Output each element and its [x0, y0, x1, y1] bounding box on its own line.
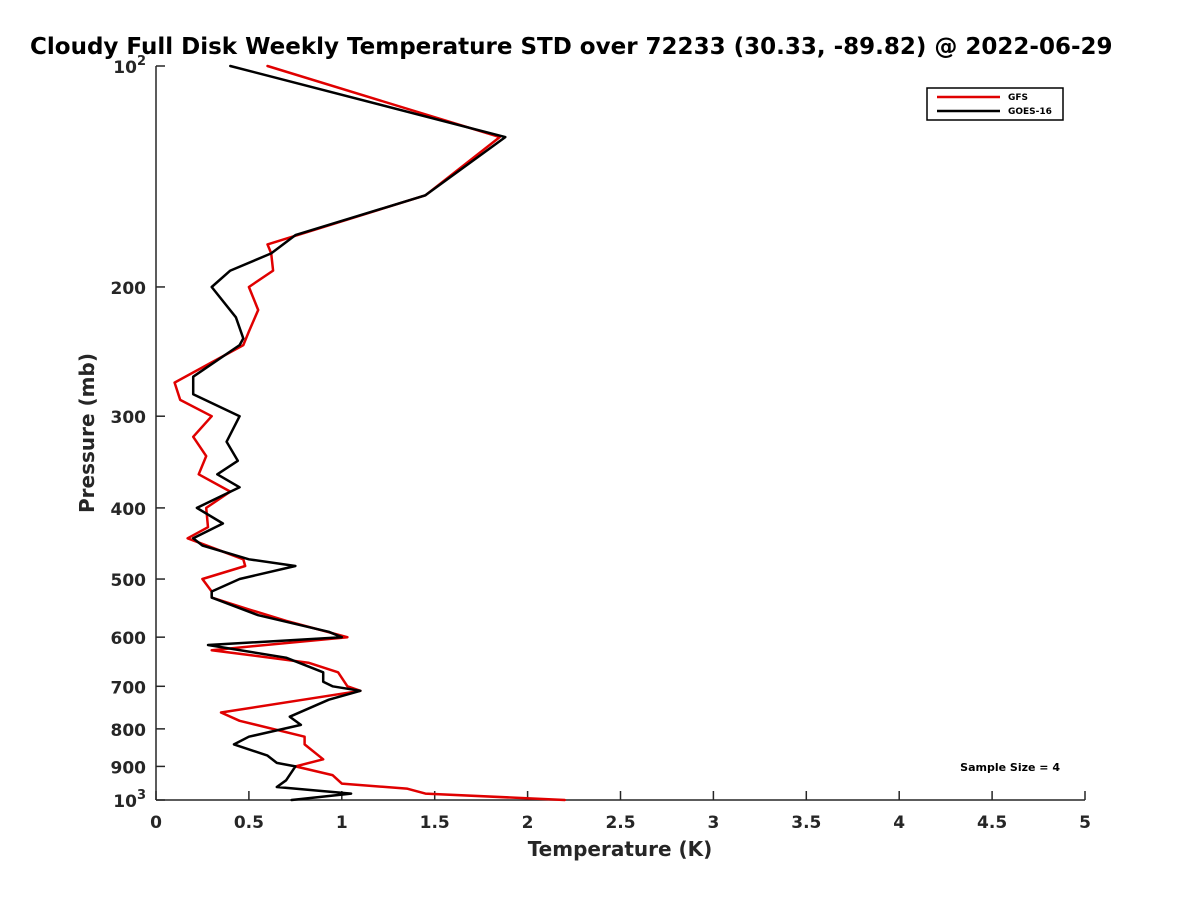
y-tick-label: 102 [113, 54, 146, 78]
y-axis-label: Pressure (mb) [75, 353, 99, 513]
y-tick-label: 400 [111, 500, 147, 520]
tick-labels: 0 0.5 1 1.5 2 2.5 3 3.5 4 4.5 5 102 200 300 400 500 600 7… [111, 54, 1091, 833]
plot-series [173, 64, 567, 802]
x-tick-label: 1.5 [420, 813, 450, 833]
x-tick-label: 4.5 [977, 813, 1007, 833]
x-tick-label: 5 [1079, 813, 1091, 833]
sample-size-annotation: Sample Size = 4 [960, 761, 1060, 774]
legend: GFS GOES-16 [926, 87, 1064, 121]
legend-label-goes-16: GOES-16 [1008, 107, 1052, 117]
x-tick-label: 0.5 [234, 813, 264, 833]
series-line-gfs [173, 64, 567, 802]
legend-box [926, 87, 1064, 121]
y-tick-label: 500 [111, 571, 147, 591]
x-tick-label: 4 [893, 813, 905, 833]
chart-title: Cloudy Full Disk Weekly Temperature STD … [30, 34, 1113, 60]
y-tick-label: 700 [111, 678, 147, 698]
x-axis-label: Temperature (K) [528, 837, 713, 861]
y-tick-label: 900 [111, 758, 147, 778]
y-tick-label: 200 [111, 279, 147, 299]
x-tick-label: 1 [336, 813, 348, 833]
series-line-goes-16 [191, 64, 507, 802]
x-tick-label: 3 [707, 813, 719, 833]
y-tick-label: 300 [111, 408, 147, 428]
x-tick-label: 0 [150, 813, 162, 833]
x-tick-label: 2.5 [605, 813, 635, 833]
y-tick-label: 800 [111, 721, 147, 741]
y-tick-label: 600 [111, 629, 147, 649]
y-tick-label: 103 [113, 788, 146, 812]
legend-label-gfs: GFS [1008, 93, 1028, 103]
x-tick-label: 3.5 [791, 813, 821, 833]
x-tick-label: 2 [522, 813, 534, 833]
axes [155, 65, 1086, 801]
